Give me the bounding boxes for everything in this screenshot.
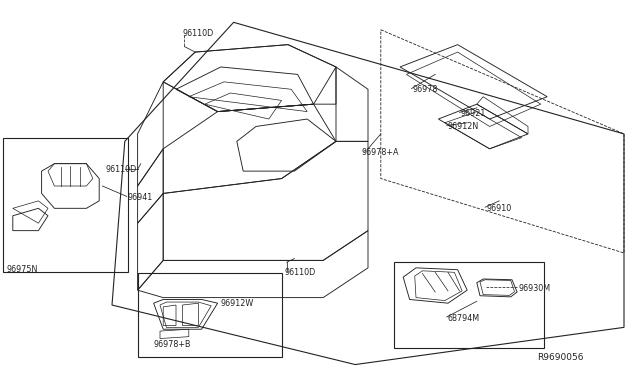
Text: 68794M: 68794M (448, 314, 480, 323)
Text: 96941: 96941 (128, 193, 153, 202)
Bar (394, 262, 544, 348)
Text: 96921: 96921 (461, 109, 486, 118)
Text: 96110D: 96110D (106, 165, 137, 174)
Text: 96110D: 96110D (182, 29, 214, 38)
Text: 96110D: 96110D (285, 268, 316, 277)
Text: R9690056: R9690056 (538, 353, 584, 362)
Text: 96912N: 96912N (448, 122, 479, 131)
Text: 96912W: 96912W (221, 299, 254, 308)
Text: 96975N: 96975N (6, 265, 38, 274)
Text: 96978+B: 96978+B (154, 340, 191, 349)
Text: 96910: 96910 (486, 204, 511, 213)
Text: 96930M: 96930M (518, 284, 550, 293)
Text: 96978: 96978 (413, 85, 438, 94)
Text: 96978+A: 96978+A (362, 148, 399, 157)
Bar (138, 273, 282, 357)
Bar (3, 138, 128, 272)
